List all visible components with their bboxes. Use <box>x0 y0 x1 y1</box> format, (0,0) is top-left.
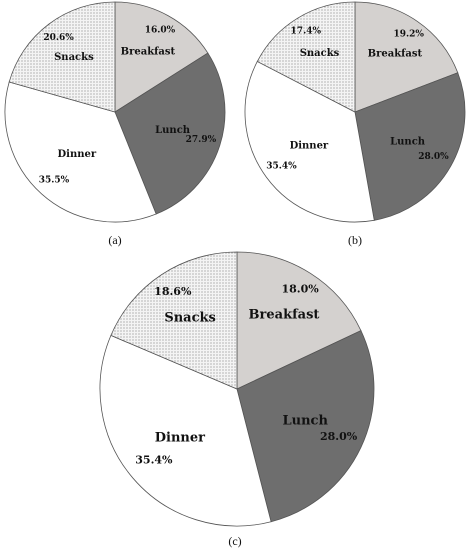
slice-value-dinner: 35.4% <box>266 162 297 172</box>
slice-dinner <box>4 81 157 223</box>
slice-value-snacks: 17.4% <box>291 27 322 37</box>
slice-value-breakfast: 18.0% <box>281 283 319 296</box>
slice-lunch <box>236 330 375 523</box>
caption-c: (c) <box>228 534 241 548</box>
slice-label-lunch: Lunch <box>390 136 426 147</box>
slice-value-snacks: 18.6% <box>154 285 192 298</box>
pie-chart-b: Breakfast 19.2% Lunch 28.0% Dinner 35.4% Snack… <box>244 1 466 223</box>
slice-snacks <box>110 251 238 390</box>
slice-value-snacks: 20.6% <box>43 33 74 43</box>
slice-label-dinner: Dinner <box>57 149 96 160</box>
slice-label-breakfast: Breakfast <box>121 47 176 58</box>
slice-breakfast <box>354 1 459 113</box>
slice-lunch <box>114 52 226 215</box>
caption-a: (a) <box>108 233 121 247</box>
slice-value-breakfast: 16.0% <box>145 26 176 36</box>
slice-breakfast <box>236 251 362 390</box>
slice-breakfast <box>114 1 209 113</box>
slice-label-breakfast: Breakfast <box>249 308 320 323</box>
slice-label-snacks: Snacks <box>300 48 340 59</box>
slice-value-lunch: 28.0% <box>418 152 449 162</box>
slice-label-dinner: Dinner <box>290 140 329 151</box>
slice-snacks <box>8 1 116 113</box>
slice-label-lunch: Lunch <box>155 125 191 136</box>
slice-value-breakfast: 19.2% <box>393 30 424 40</box>
slice-label-dinner: Dinner <box>155 431 205 446</box>
slice-value-dinner: 35.5% <box>39 175 70 185</box>
slice-value-lunch: 28.0% <box>320 430 358 443</box>
slice-value-dinner: 35.4% <box>135 453 173 466</box>
slice-value-lunch: 27.9% <box>186 135 217 145</box>
caption-b: (b) <box>348 233 362 247</box>
slice-label-breakfast: Breakfast <box>368 49 423 60</box>
slice-lunch <box>354 72 466 221</box>
slice-label-snacks: Snacks <box>54 52 94 63</box>
slice-dinner <box>99 334 272 527</box>
slice-label-lunch: Lunch <box>282 414 328 429</box>
slice-label-snacks: Snacks <box>164 311 216 326</box>
slice-dinner <box>244 60 375 223</box>
slice-snacks <box>256 1 356 113</box>
